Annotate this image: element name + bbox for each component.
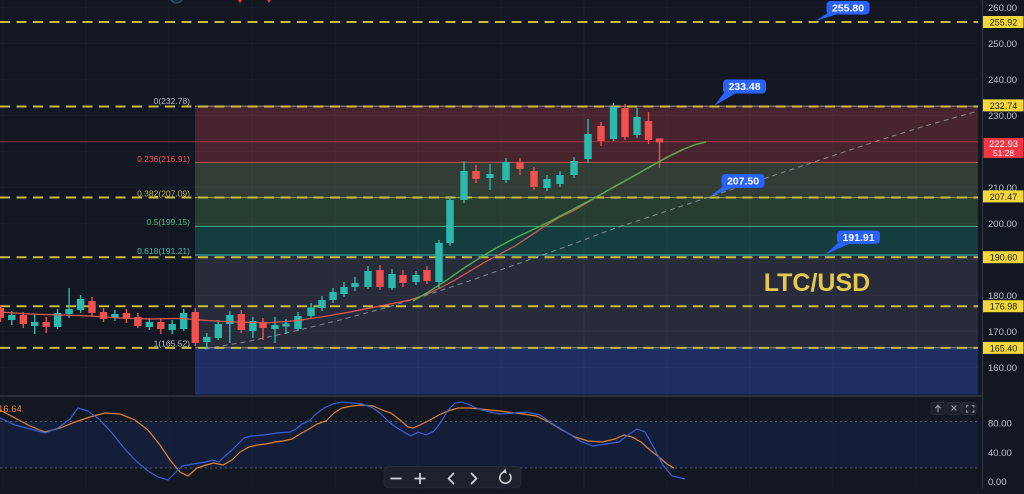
svg-text:260.00: 260.00 (988, 3, 1017, 14)
svg-text:250.00: 250.00 (988, 39, 1017, 50)
svg-text:180.00: 180.00 (988, 291, 1017, 302)
svg-text:0.236(216.91): 0.236(216.91) (137, 154, 190, 164)
svg-text:232.74: 232.74 (990, 101, 1018, 111)
svg-text:233.48: 233.48 (728, 81, 760, 93)
svg-text:0.382(207.09): 0.382(207.09) (137, 189, 190, 199)
svg-text:176.98: 176.98 (990, 302, 1018, 312)
svg-text:80.00: 80.00 (988, 419, 1012, 430)
svg-text:160.00: 160.00 (988, 363, 1017, 374)
svg-text:240.00: 240.00 (988, 75, 1017, 86)
svg-text:0.618(191.21): 0.618(191.21) (137, 246, 190, 256)
svg-text:170.00: 170.00 (988, 327, 1017, 338)
svg-text:190.60: 190.60 (990, 253, 1018, 263)
svg-text:222.93: 222.93 (989, 139, 1018, 150)
svg-text:40.00: 40.00 (988, 448, 1012, 459)
svg-text:230.00: 230.00 (988, 111, 1017, 122)
svg-text:1(165.52): 1(165.52) (154, 339, 191, 349)
svg-text:165.40: 165.40 (990, 343, 1018, 353)
svg-text:210.00: 210.00 (988, 183, 1017, 194)
svg-text:0.5(199.15): 0.5(199.15) (147, 217, 191, 227)
svg-text:200.00: 200.00 (988, 219, 1017, 230)
svg-text:207.47: 207.47 (990, 192, 1018, 202)
svg-text:255.80: 255.80 (832, 2, 864, 14)
svg-text:0.00: 0.00 (988, 477, 1007, 488)
svg-text:255.92: 255.92 (990, 18, 1018, 28)
svg-text:191.91: 191.91 (842, 232, 874, 244)
svg-text:51:28: 51:28 (993, 148, 1015, 158)
svg-text:0(232.78): 0(232.78) (154, 96, 191, 106)
svg-text:207.50: 207.50 (727, 176, 759, 188)
svg-text:LTC/USD: LTC/USD (764, 269, 870, 297)
svg-text:16.64: 16.64 (0, 404, 22, 415)
